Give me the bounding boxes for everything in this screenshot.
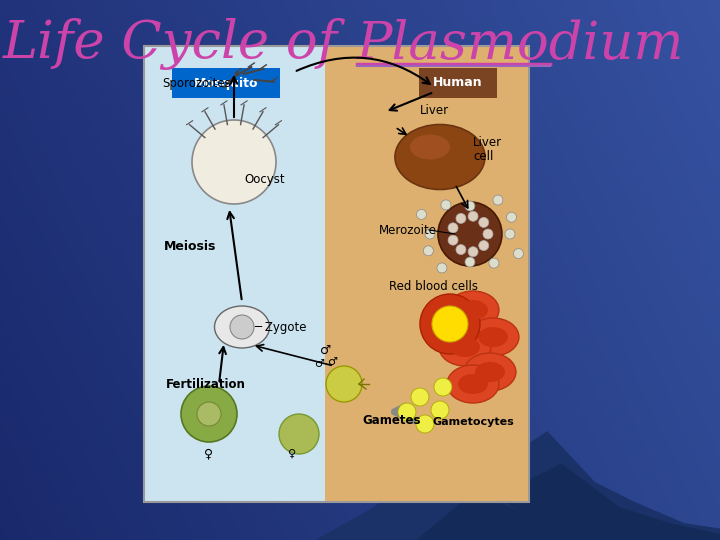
Ellipse shape <box>395 125 485 190</box>
Text: Human: Human <box>433 77 483 90</box>
Circle shape <box>416 415 434 433</box>
Polygon shape <box>317 432 720 540</box>
Ellipse shape <box>447 365 499 403</box>
Text: Liver: Liver <box>420 104 449 117</box>
Circle shape <box>423 246 433 256</box>
Circle shape <box>425 229 435 239</box>
Text: Oocyst: Oocyst <box>244 173 284 186</box>
Text: ♀: ♀ <box>204 448 214 461</box>
Circle shape <box>465 201 475 211</box>
Circle shape <box>416 210 426 219</box>
Circle shape <box>279 414 319 454</box>
Ellipse shape <box>467 318 519 356</box>
Text: Red blood cells: Red blood cells <box>389 280 478 294</box>
Circle shape <box>420 294 480 354</box>
Ellipse shape <box>464 353 516 391</box>
Circle shape <box>197 402 221 426</box>
Circle shape <box>441 200 451 210</box>
Text: Gametes: Gametes <box>362 414 420 427</box>
Circle shape <box>456 245 466 254</box>
Text: Fertilization: Fertilization <box>166 377 246 390</box>
Circle shape <box>456 213 466 224</box>
Bar <box>419 68 497 98</box>
Text: ─ Zygote: ─ Zygote <box>254 321 307 334</box>
Ellipse shape <box>410 134 450 159</box>
Circle shape <box>489 258 499 268</box>
Circle shape <box>465 257 475 267</box>
Circle shape <box>230 315 254 339</box>
Circle shape <box>192 120 276 204</box>
Text: Life Cycle of: Life Cycle of <box>3 18 355 70</box>
Ellipse shape <box>458 374 488 394</box>
Text: ♂: ♂ <box>314 359 324 369</box>
Ellipse shape <box>475 362 505 382</box>
Circle shape <box>479 218 489 227</box>
Circle shape <box>468 247 478 256</box>
Circle shape <box>431 401 449 419</box>
Text: ♂: ♂ <box>320 343 332 356</box>
Circle shape <box>483 229 493 239</box>
Circle shape <box>326 366 362 402</box>
Text: Meiosis: Meiosis <box>164 240 217 253</box>
Circle shape <box>438 202 502 266</box>
Circle shape <box>448 235 458 245</box>
Circle shape <box>437 263 447 273</box>
Bar <box>144 46 529 502</box>
Polygon shape <box>418 464 720 540</box>
Text: Gametocytes: Gametocytes <box>433 417 515 427</box>
Circle shape <box>505 229 515 239</box>
Circle shape <box>506 212 516 222</box>
Ellipse shape <box>439 328 491 366</box>
Bar <box>144 46 529 502</box>
Circle shape <box>181 386 237 442</box>
Circle shape <box>448 223 458 233</box>
Circle shape <box>493 195 503 205</box>
Circle shape <box>513 248 523 259</box>
Ellipse shape <box>458 300 488 320</box>
Ellipse shape <box>447 291 499 329</box>
Text: Merozoite: Merozoite <box>379 224 437 237</box>
Text: Mosquito: Mosquito <box>194 77 258 90</box>
Circle shape <box>432 306 468 342</box>
Text: ♀: ♀ <box>288 449 296 459</box>
Text: cell: cell <box>473 151 493 164</box>
Circle shape <box>434 378 452 396</box>
Text: Plasmodium: Plasmodium <box>357 18 685 70</box>
Ellipse shape <box>215 306 269 348</box>
Circle shape <box>398 403 416 421</box>
Circle shape <box>468 211 478 221</box>
Ellipse shape <box>478 327 508 347</box>
Bar <box>325 46 529 502</box>
Circle shape <box>411 388 429 406</box>
Ellipse shape <box>450 337 480 357</box>
Text: Sporozoites: Sporozoites <box>162 78 230 91</box>
Text: ♂: ♂ <box>327 357 337 367</box>
Bar <box>172 68 280 98</box>
Text: Liver: Liver <box>473 136 502 148</box>
Circle shape <box>479 241 489 251</box>
